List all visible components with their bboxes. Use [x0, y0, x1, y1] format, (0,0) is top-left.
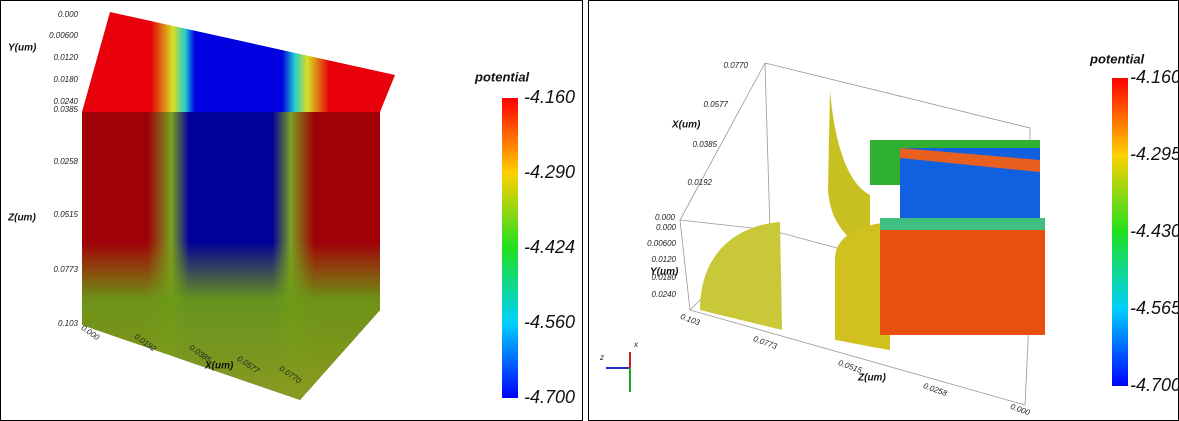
orientation-label: x	[633, 340, 639, 349]
colorbar-title: potential	[1089, 51, 1145, 66]
surface	[700, 222, 782, 330]
tick-label: 0.0773	[752, 334, 779, 351]
tick-label: 0.0385	[693, 140, 718, 149]
colorbar-label: -4.290	[524, 162, 575, 182]
surface	[880, 225, 1045, 335]
orientation-glyph	[606, 352, 630, 392]
axis-label: Z(um)	[7, 213, 36, 224]
colorbar	[502, 98, 518, 398]
tick-label: 0.0258	[54, 157, 79, 166]
axis-label: Y(um)	[8, 43, 37, 54]
tick-label: 0.0773	[54, 265, 79, 274]
tick-label: 0.0770	[724, 61, 749, 70]
surface	[828, 90, 870, 250]
colorbar-label: -4.160	[1130, 67, 1179, 87]
tick-label: 0.0120	[652, 255, 677, 264]
tick-label: 0.000	[656, 223, 677, 232]
colorbar-label: -4.430	[1130, 221, 1179, 241]
tick-label: 0.000	[58, 10, 79, 19]
colorbar-label: -4.160	[524, 87, 575, 107]
top-face	[82, 12, 395, 112]
colorbar-label: -4.700	[524, 387, 575, 407]
axis-label: Z(um)	[857, 373, 886, 384]
tick-label: 0.000	[1009, 402, 1031, 417]
tick-label: 0.0180	[652, 273, 677, 282]
tick-label: 0.0180	[54, 75, 79, 84]
colorbar-label: -4.700	[1130, 375, 1179, 395]
axis-label: X(um)	[671, 120, 701, 131]
tick-label: 0.000	[655, 213, 676, 222]
tick-label: 0.0577	[704, 100, 729, 109]
orientation-label: z	[599, 353, 604, 362]
tick-label: 0.0120	[54, 53, 79, 62]
tick-label: 0.0258	[922, 381, 949, 398]
tick-label: 0.00600	[647, 239, 676, 248]
tick-label: 0.0515	[837, 358, 864, 375]
colorbar-label: -4.424	[524, 237, 575, 257]
tick-label: 0.0192	[688, 178, 713, 187]
surface	[880, 218, 1045, 230]
screenshot: potential-4.160-4.290-4.424-4.560-4.700X…	[0, 0, 1179, 421]
colorbar-label: -4.565	[1130, 298, 1179, 318]
colorbar-label: -4.295	[1130, 144, 1179, 164]
tick-label: 0.00600	[49, 31, 78, 40]
tick-label: 0.0515	[54, 210, 79, 219]
colorbar-label: -4.560	[524, 312, 575, 332]
tick-label: 0.103	[58, 319, 79, 328]
front-face-shade	[82, 112, 380, 400]
tick-label: 0.103	[679, 312, 701, 327]
colorbar-title: potential	[474, 69, 530, 84]
tick-label: 0.0240	[652, 290, 677, 299]
colorbar	[1112, 78, 1128, 386]
tick-label: 0.0385	[54, 105, 79, 114]
